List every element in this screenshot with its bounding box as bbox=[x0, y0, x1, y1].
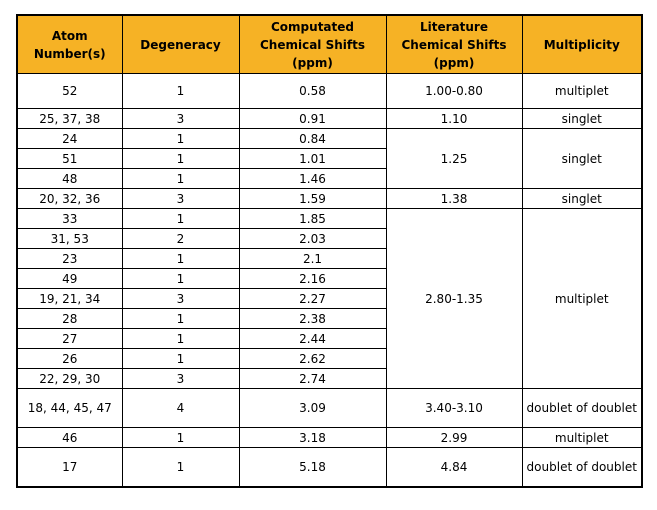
table-row: 24 1 0.84 1.25 singlet bbox=[16, 128, 643, 189]
multiplicity-cell: singlet bbox=[521, 128, 643, 189]
degeneracy-cell: 1 bbox=[121, 128, 240, 149]
literature-shift-cell: 3.40-3.10 bbox=[385, 388, 523, 428]
col-header-computed-shifts: Computated Chemical Shifts (ppm) bbox=[238, 14, 387, 74]
table-row: 19, 21, 34 3 2.27 bbox=[16, 288, 642, 309]
computed-shift-cell: 2.74 bbox=[238, 368, 387, 389]
table-row: 25, 37, 38 3 0.91 1.10 singlet bbox=[16, 108, 643, 129]
computed-shift-cell: 2.27 bbox=[238, 288, 387, 309]
literature-shift-cell: 4.84 bbox=[385, 447, 523, 488]
atom-cell: 52 bbox=[16, 73, 123, 109]
header-row: Atom Number(s) Degeneracy Computated Che… bbox=[16, 14, 643, 74]
computed-shift-cell: 1.85 bbox=[238, 208, 387, 229]
multiplicity-cell: multiplet bbox=[521, 208, 643, 389]
atom-cell: 25, 37, 38 bbox=[16, 108, 123, 129]
degeneracy-cell: 3 bbox=[121, 108, 240, 129]
degeneracy-cell: 2 bbox=[121, 228, 240, 249]
degeneracy-cell: 1 bbox=[121, 447, 240, 488]
atom-cell: 17 bbox=[16, 447, 123, 488]
degeneracy-cell: 1 bbox=[121, 73, 240, 109]
computed-shift-cell: 2.44 bbox=[238, 328, 387, 349]
atom-cell: 18, 44, 45, 47 bbox=[16, 388, 123, 428]
atom-cell: 51 bbox=[16, 148, 123, 169]
literature-shift-cell: 2.80-1.35 bbox=[385, 208, 523, 389]
atom-cell: 48 bbox=[16, 168, 123, 189]
computed-shift-cell: 2.16 bbox=[238, 268, 387, 289]
computed-shift-cell: 3.09 bbox=[238, 388, 387, 428]
multiplicity-cell: doublet of doublet bbox=[521, 388, 643, 428]
table-row: 27 1 2.44 bbox=[16, 328, 642, 349]
computed-shift-cell: 0.84 bbox=[238, 128, 387, 149]
col-header-degeneracy: Degeneracy bbox=[121, 14, 240, 74]
literature-shift-cell: 2.99 bbox=[385, 427, 523, 448]
computed-shift-cell: 2.03 bbox=[238, 228, 387, 249]
computed-shift-cell: 1.46 bbox=[238, 168, 387, 189]
table-row: 20, 32, 36 3 1.59 1.38 singlet bbox=[16, 188, 643, 209]
table-row: 33 1 1.85 2.80-1.35 multiplet bbox=[16, 208, 643, 389]
literature-shift-cell: 1.10 bbox=[385, 108, 523, 129]
degeneracy-cell: 1 bbox=[121, 248, 240, 269]
col-header-multiplicity: Multiplicity bbox=[521, 14, 643, 74]
atom-cell: 26 bbox=[16, 348, 123, 369]
computed-shift-cell: 3.18 bbox=[238, 427, 387, 448]
atom-cell: 27 bbox=[16, 328, 123, 349]
table-row: 52 1 0.58 1.00-0.80 multiplet bbox=[16, 73, 643, 109]
degeneracy-cell: 3 bbox=[121, 288, 240, 309]
computed-shift-cell: 0.91 bbox=[238, 108, 387, 129]
degeneracy-cell: 3 bbox=[121, 368, 240, 389]
degeneracy-cell: 4 bbox=[121, 388, 240, 428]
literature-shift-cell: 1.25 bbox=[385, 128, 523, 189]
multiplicity-cell: doublet of doublet bbox=[521, 447, 643, 488]
multiplicity-cell: multiplet bbox=[521, 427, 643, 448]
col-header-atom-numbers: Atom Number(s) bbox=[16, 14, 123, 74]
computed-shift-cell: 2.1 bbox=[238, 248, 387, 269]
atom-cell: 33 bbox=[16, 208, 123, 229]
degeneracy-cell: 1 bbox=[121, 148, 240, 169]
multiplicity-text: doublet of doublet bbox=[526, 460, 637, 474]
degeneracy-cell: 3 bbox=[121, 188, 240, 209]
literature-shift-cell: 1.38 bbox=[385, 188, 523, 209]
computed-shift-cell: 5.18 bbox=[238, 447, 387, 488]
atom-cell: 22, 29, 30 bbox=[16, 368, 123, 389]
table-row: 17 1 5.18 4.84 doublet of doublet bbox=[16, 447, 643, 488]
atom-cell: 23 bbox=[16, 248, 123, 269]
table-row: 18, 44, 45, 47 4 3.09 3.40-3.10 doublet … bbox=[16, 388, 643, 428]
table-row: 26 1 2.62 bbox=[16, 348, 642, 369]
multiplicity-cell: singlet bbox=[521, 188, 643, 209]
degeneracy-cell: 1 bbox=[121, 427, 240, 448]
atom-cell: 31, 53 bbox=[16, 228, 123, 249]
degeneracy-cell: 1 bbox=[121, 308, 240, 329]
atom-cell: 46 bbox=[16, 427, 123, 448]
multiplicity-text: doublet of doublet bbox=[526, 401, 637, 415]
multiplicity-cell: multiplet bbox=[521, 73, 643, 109]
degeneracy-cell: 1 bbox=[121, 268, 240, 289]
atom-cell: 20, 32, 36 bbox=[16, 188, 123, 209]
degeneracy-cell: 1 bbox=[121, 328, 240, 349]
col-header-literature-shifts: Literature Chemical Shifts (ppm) bbox=[385, 14, 523, 74]
multiplicity-cell: singlet bbox=[521, 108, 643, 129]
degeneracy-cell: 1 bbox=[121, 348, 240, 369]
degeneracy-cell: 1 bbox=[121, 168, 240, 189]
atom-cell: 28 bbox=[16, 308, 123, 329]
literature-shift-cell: 1.00-0.80 bbox=[385, 73, 523, 109]
degeneracy-cell: 1 bbox=[121, 208, 240, 229]
table-row: 46 1 3.18 2.99 multiplet bbox=[16, 427, 643, 448]
computed-shift-cell: 2.62 bbox=[238, 348, 387, 369]
computed-shift-cell: 0.58 bbox=[238, 73, 387, 109]
computed-shift-cell: 1.59 bbox=[238, 188, 387, 209]
chemical-shift-table: Atom Number(s) Degeneracy Computated Che… bbox=[16, 14, 643, 488]
atom-cell: 19, 21, 34 bbox=[16, 288, 123, 309]
computed-shift-cell: 2.38 bbox=[238, 308, 387, 329]
computed-shift-cell: 1.01 bbox=[238, 148, 387, 169]
atom-cell: 24 bbox=[16, 128, 123, 149]
atom-cell: 49 bbox=[16, 268, 123, 289]
